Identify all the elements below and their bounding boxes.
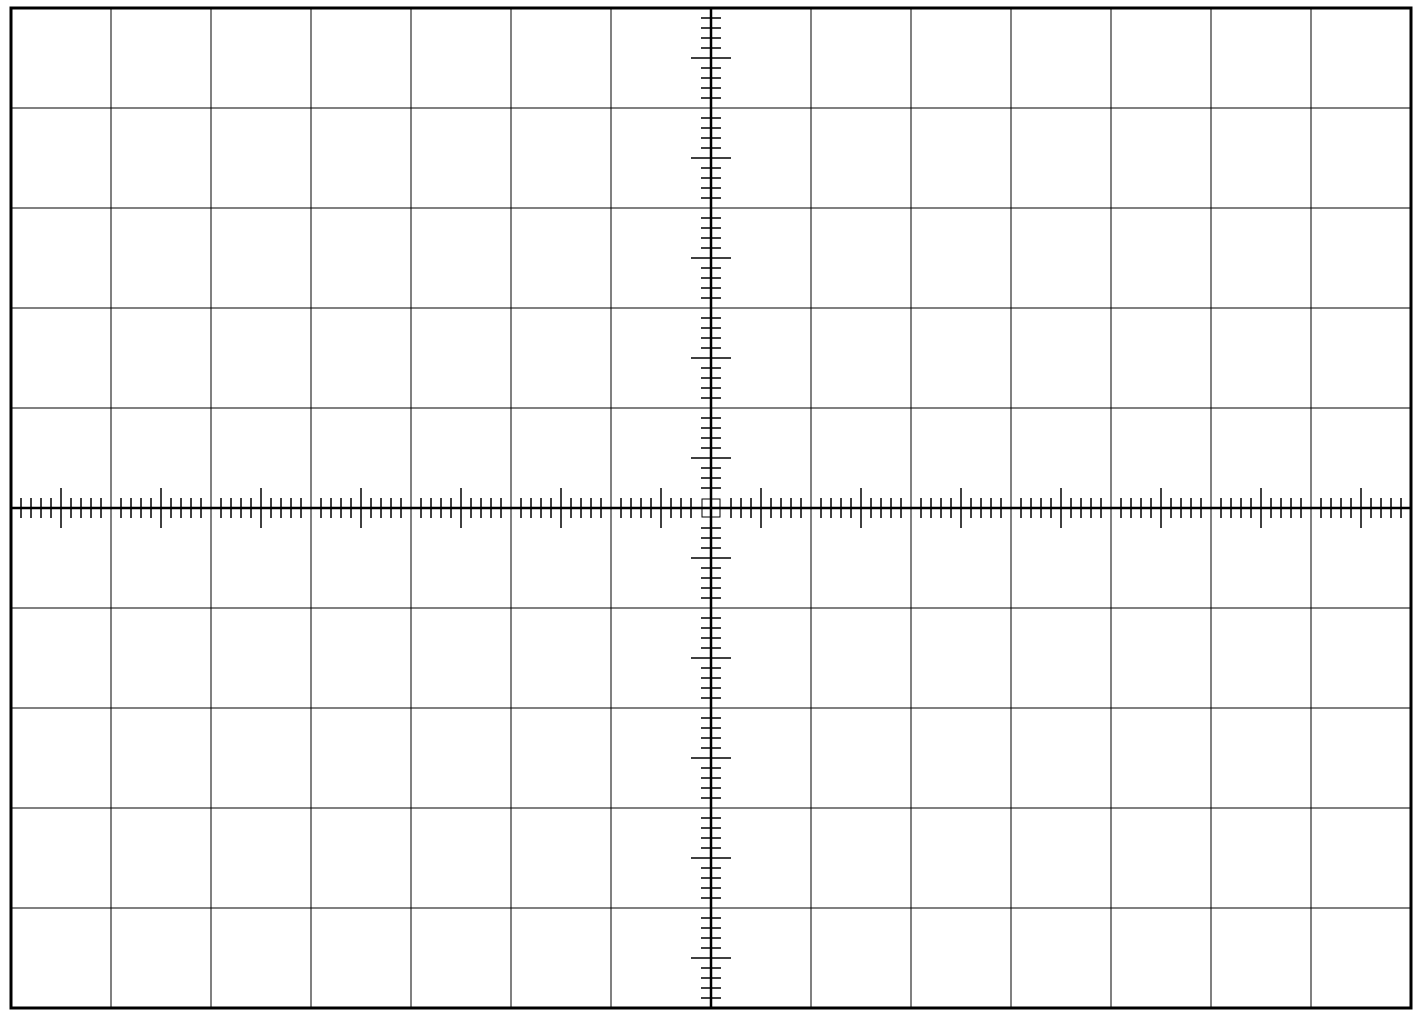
axis-ticks — [20, 17, 1402, 999]
graticule-frame — [9, 6, 1413, 1010]
center-axes — [11, 8, 1411, 1008]
center-marker — [701, 498, 721, 518]
